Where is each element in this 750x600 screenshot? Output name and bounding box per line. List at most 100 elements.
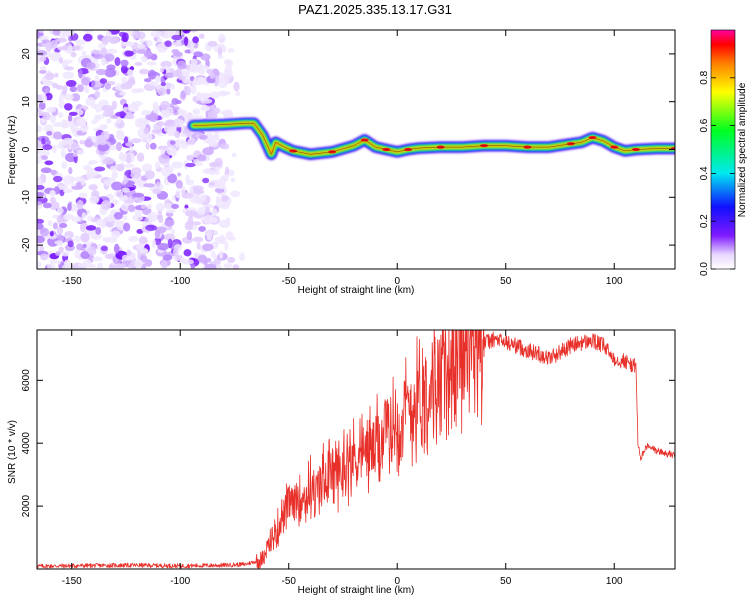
noise-blob <box>189 64 197 72</box>
noise-blob <box>192 108 200 116</box>
noise-blob <box>60 148 67 158</box>
noise-blob <box>181 192 194 199</box>
noise-blob <box>116 141 122 152</box>
noise-blob <box>230 190 241 198</box>
noise-blob <box>98 138 107 146</box>
noise-blob <box>145 132 153 143</box>
noise-blob <box>88 161 95 166</box>
noise-blob <box>37 201 43 206</box>
snr-ylabel: SNR (10 * v/v) <box>7 420 18 484</box>
noise-blob <box>157 87 167 96</box>
noise-blob <box>37 184 45 191</box>
noise-blob <box>109 165 118 172</box>
noise-blob <box>200 98 213 104</box>
noise-blob <box>215 195 221 205</box>
noise-blob <box>203 260 208 266</box>
ridge-outline <box>193 122 675 155</box>
noise-blob <box>123 106 128 113</box>
noise-blob <box>84 84 90 94</box>
noise-blob <box>37 156 43 164</box>
noise-blob <box>37 223 44 230</box>
noise-blob <box>154 161 161 170</box>
snr-frame <box>36 329 676 570</box>
noise-blob <box>137 117 148 125</box>
noise-blob <box>152 188 162 195</box>
noise-blob <box>91 80 96 87</box>
noise-blob <box>81 77 90 86</box>
noise-blob <box>79 139 85 145</box>
noise-blob <box>217 90 228 97</box>
noise-blob <box>100 200 112 211</box>
noise-blob <box>214 230 219 236</box>
noise-blob <box>51 144 57 154</box>
noise-blob <box>210 250 216 259</box>
noise-blob <box>126 153 132 164</box>
noise-blob <box>123 136 129 144</box>
noise-blob <box>154 226 167 234</box>
noise-blob <box>128 114 135 120</box>
noise-blob <box>199 134 208 140</box>
noise-blob <box>77 84 85 93</box>
noise-blob <box>136 43 146 49</box>
noise-blob <box>91 256 104 262</box>
figure-title: PAZ1.2025.335.13.17.G31 <box>298 2 452 17</box>
spectrogram-xlabel: Height of straight line (km) <box>298 285 415 296</box>
noise-blob <box>156 37 163 43</box>
noise-blob <box>40 155 48 161</box>
noise-blob <box>232 264 240 269</box>
noise-blob <box>95 226 102 235</box>
noise-blob <box>173 51 183 57</box>
noise-blob <box>95 68 107 76</box>
noise-blob <box>120 65 128 74</box>
noise-blob <box>58 246 64 253</box>
noise-blob <box>74 249 81 259</box>
noise-blob <box>102 158 115 165</box>
noise-blob <box>135 31 146 40</box>
noise-blob <box>157 242 170 251</box>
noise-blob <box>160 149 167 155</box>
noise-blob <box>186 154 195 161</box>
noise-blob <box>111 100 117 111</box>
noise-blob <box>215 264 222 269</box>
noise-blob <box>108 107 114 117</box>
noise-blob <box>171 203 180 210</box>
colorbar: 0.0 0.2 0.4 0.6 0.8 Normalized spectral ampl… <box>699 29 748 276</box>
noise-blob <box>67 114 73 122</box>
noise-blob <box>151 129 163 134</box>
noise-blob <box>208 181 216 186</box>
noise-blob <box>223 201 230 210</box>
y-tick-label: 2000 <box>21 495 32 518</box>
noise-blob <box>154 237 162 246</box>
noise-blob <box>210 104 216 110</box>
spectrogram-ridge <box>186 116 675 161</box>
noise-blob <box>76 243 84 251</box>
noise-blob <box>81 50 87 57</box>
noise-blob <box>80 250 90 260</box>
noise-blob <box>90 49 102 55</box>
noise-blob <box>167 173 178 184</box>
noise-blob <box>231 152 237 158</box>
noise-blob <box>214 75 220 84</box>
x-tick-label: 0 <box>394 576 400 587</box>
noise-blob <box>184 204 189 210</box>
noise-blob <box>47 220 53 227</box>
colorbar-tick-label: 0.2 <box>699 214 710 228</box>
noise-blob <box>146 40 153 47</box>
noise-blob <box>182 129 191 135</box>
noise-blob <box>132 192 145 198</box>
noise-blob <box>207 40 218 47</box>
noise-blob <box>100 245 108 252</box>
noise-blob <box>135 210 142 217</box>
noise-blob <box>80 124 89 133</box>
noise-blob <box>62 71 75 79</box>
noise-blob <box>214 258 221 266</box>
noise-blob <box>70 124 79 132</box>
noise-blob <box>146 61 157 66</box>
noise-blob <box>182 30 191 34</box>
noise-blob <box>124 50 134 57</box>
noise-blob <box>97 34 104 39</box>
noise-blob <box>55 37 68 43</box>
noise-blob <box>64 66 74 71</box>
noise-blob <box>69 86 77 93</box>
